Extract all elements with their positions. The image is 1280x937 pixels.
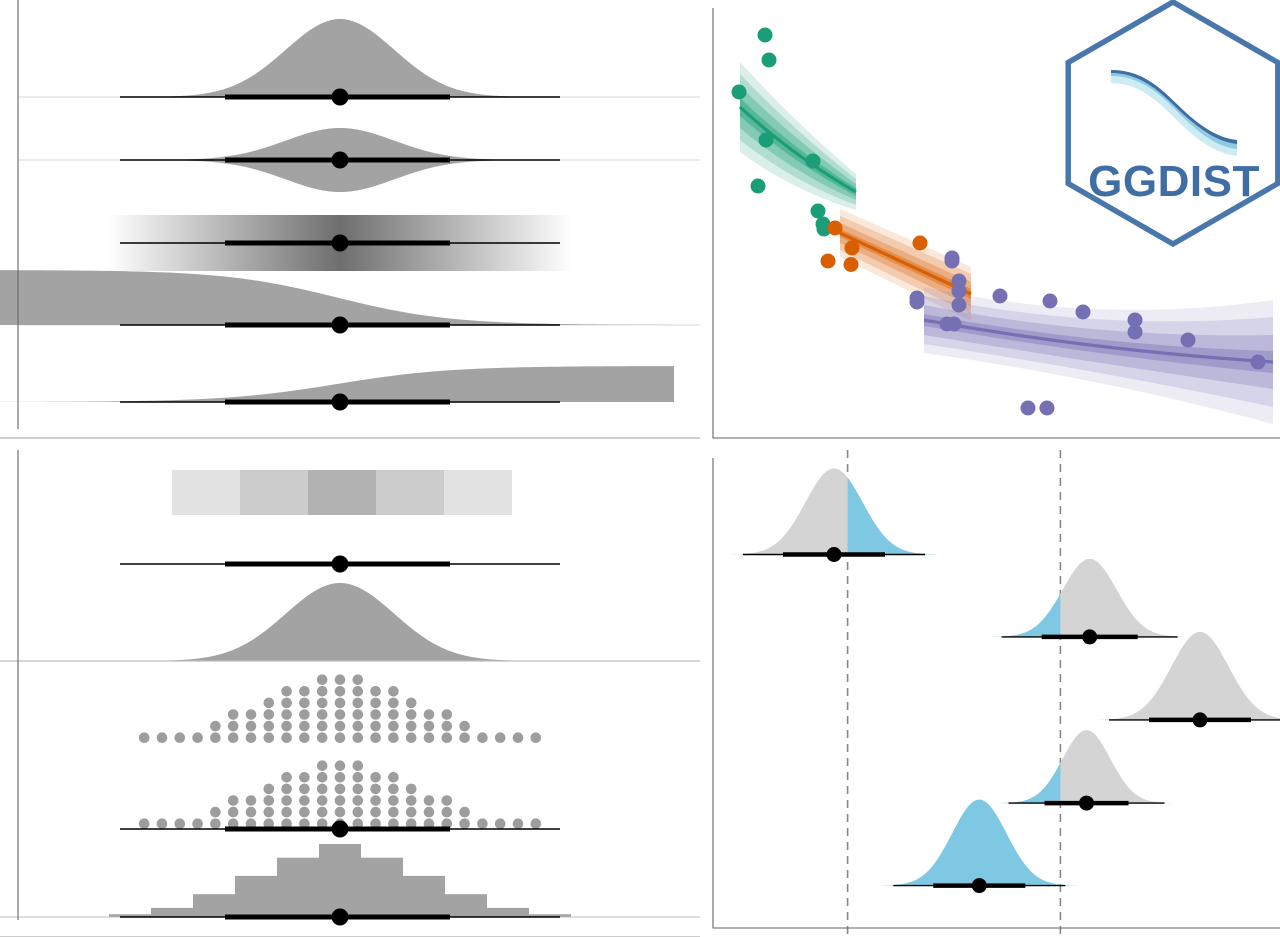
svg-text:GGDIST: GGDIST xyxy=(1088,157,1260,206)
